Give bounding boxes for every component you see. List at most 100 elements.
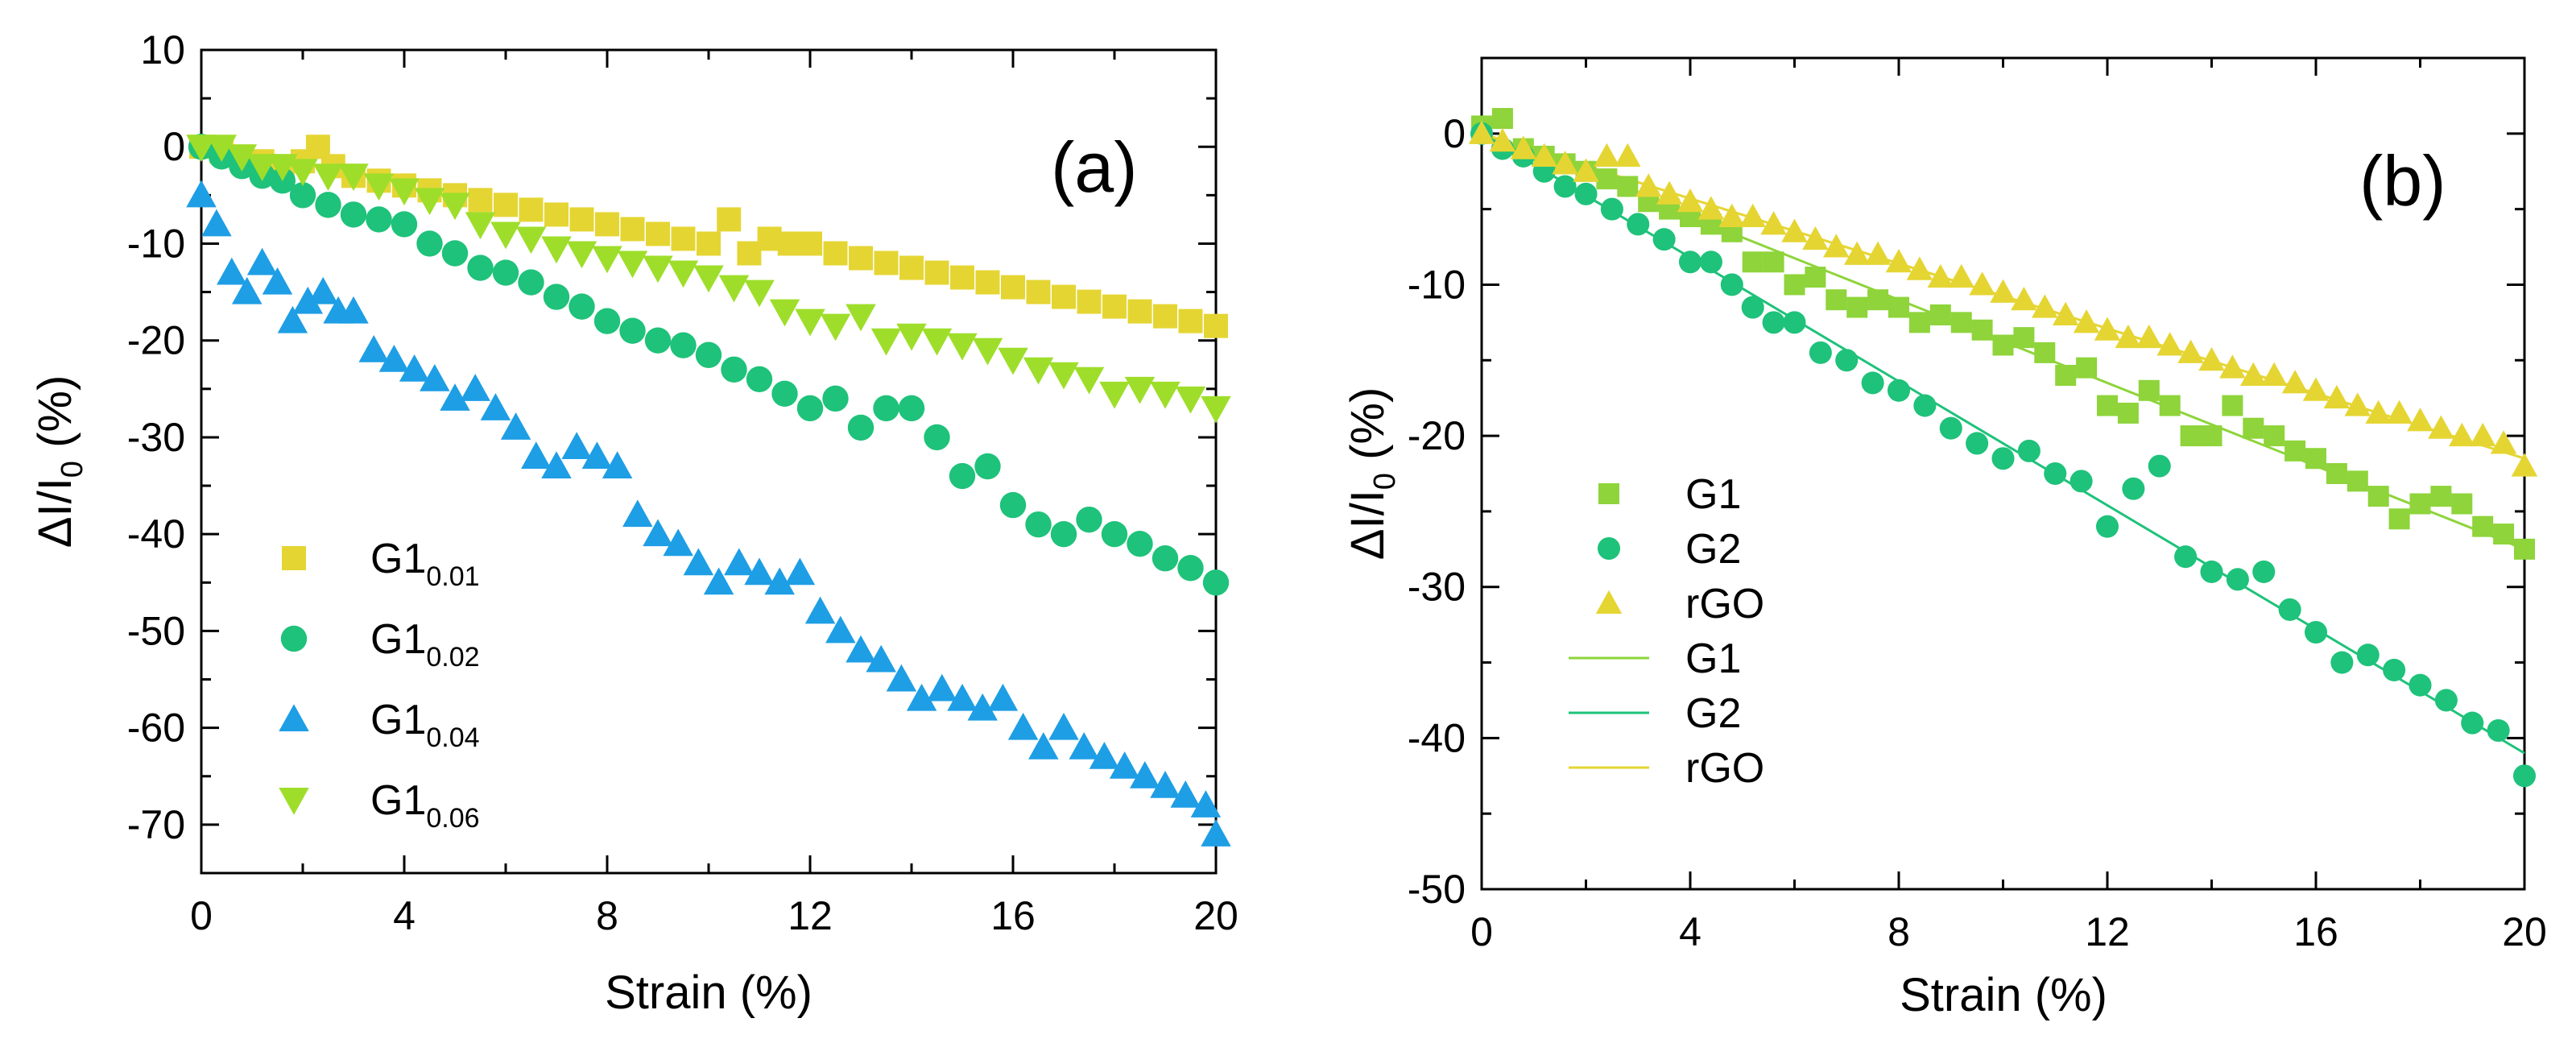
panel-b-point-g2 <box>2044 462 2067 486</box>
panel-b-point-rgo <box>1573 158 1599 182</box>
panel-a-legend-label-name: G1 <box>370 697 426 743</box>
panel-a-x-axis-title: Strain (%) <box>605 967 812 1019</box>
panel-a-point-g1-004 <box>399 354 430 382</box>
panel-a-point-g1-006 <box>226 144 258 172</box>
panel-a-y-tick-label: 0 <box>163 124 185 169</box>
panel-a-point-g1-002 <box>1177 555 1204 582</box>
panel-b-point-g2 <box>2487 718 2510 743</box>
panel-b-point-g2 <box>2148 454 2171 478</box>
panel-a-point-g1-006 <box>515 226 547 255</box>
panel-a-y-axis-title-sub: 0 <box>56 461 89 478</box>
panel-b-chart: 0 4 8 12 16 20 -50 -40 -30 -20 -10 0 (b) Strain (%)… <box>1342 56 2547 1021</box>
panel-a-point-g1-006 <box>1124 376 1156 404</box>
panel-a-point-g1-004 <box>1089 741 1120 769</box>
panel-b-point-rgo <box>1885 249 1912 273</box>
panel-a-point-g1-004 <box>1109 751 1140 779</box>
panel-a-point-g1-004 <box>703 567 734 595</box>
panel-b-point-g1 <box>2180 425 2202 447</box>
panel-b-point-g1 <box>2201 425 2222 447</box>
panel-a-point-g1-004 <box>947 683 978 711</box>
panel-b-point-g1 <box>2243 417 2264 439</box>
panel-b-point-rgo <box>2198 347 2225 371</box>
panel-b-y-tick-label: 0 <box>1443 111 1466 156</box>
panel-a-point-g1-006 <box>947 333 978 361</box>
panel-a-point-g1-002 <box>974 453 1001 480</box>
panel-a-point-g1-006 <box>744 279 775 308</box>
panel-b-point-g2 <box>2226 568 2249 591</box>
panel-a-legend-marker <box>279 788 309 815</box>
panel-a-point-g1-006 <box>718 275 750 303</box>
panel-a-series-g1-002 <box>188 134 1230 596</box>
panel-a-point-g1-004 <box>186 180 217 208</box>
panel-a-point-g1-002 <box>1076 506 1102 533</box>
panel-b-y-tick-label: -40 <box>1408 715 1466 760</box>
panel-b-legend-label-name: rGO <box>1685 581 1764 627</box>
panel-b-point-rgo <box>1781 218 1808 242</box>
panel-a-point-g1-004 <box>846 635 876 663</box>
panel-a-point-g1-006 <box>1073 366 1105 395</box>
panel-a-point-g1-002 <box>518 269 544 296</box>
panel-b-point-rgo <box>2073 309 2100 333</box>
panel-b-point-g2 <box>1887 379 1911 402</box>
panel-a-point-g1-002 <box>796 395 824 422</box>
panel-a-point-g1-006 <box>1201 395 1231 424</box>
panel-a-point-g1-006 <box>1150 381 1180 409</box>
panel-b-point-g2 <box>2304 620 2328 644</box>
panel-a-point-g1-006 <box>998 347 1028 375</box>
panel-b-point-rgo <box>1990 279 2016 303</box>
panel-b-point-rgo <box>2115 324 2142 349</box>
panel-b-point-rgo <box>2469 422 2496 447</box>
panel-b-point-g1 <box>2013 327 2035 349</box>
panel-b-series-rgo <box>1468 120 2538 477</box>
panel-a-point-g1-004 <box>292 286 324 314</box>
panel-a-point-g1-002 <box>1127 531 1153 557</box>
panel-a-point-g1-002 <box>873 395 899 422</box>
panel-a-point-g1-006 <box>592 246 622 274</box>
panel-a-point-g1-001 <box>671 226 696 251</box>
panel-a-point-g1-006 <box>465 212 496 240</box>
panel-b-point-rgo <box>1697 196 1725 220</box>
panel-b-x-tick-label: 4 <box>1679 909 1701 954</box>
panel-a-point-g1-006 <box>820 313 851 342</box>
panel-a-point-g1-004 <box>1190 790 1222 818</box>
panel-a-point-g1-001 <box>1127 299 1152 324</box>
panel-a-point-g1-001 <box>697 231 721 256</box>
panel-b-y-axis-title: ΔI/I0 (%) <box>1342 387 1402 561</box>
panel-a-point-g1-001 <box>1102 294 1127 319</box>
panel-a-point-g1-002 <box>721 356 747 383</box>
panel-b-point-g2 <box>2174 545 2198 569</box>
panel-b-point-g1 <box>1784 274 1805 296</box>
panel-b-y-tick-label: -10 <box>1408 262 1466 307</box>
panel-b-y-axis-title-main: ΔI/I <box>1342 490 1394 560</box>
panel-b-point-rgo <box>2011 286 2037 311</box>
panel-b-point-rgo <box>1760 211 1787 235</box>
panel-a-point-g1-002 <box>695 342 722 368</box>
panel-b-point-g2 <box>2383 658 2406 681</box>
panel-a-point-g1-004 <box>987 683 1019 711</box>
panel-b-point-g1 <box>2430 486 2452 507</box>
panel-a-point-g1-001 <box>569 207 594 232</box>
panel-b-legend-line-label: G1 <box>1685 635 1741 682</box>
panel-a-y-tick-label: -60 <box>127 706 185 751</box>
panel-b-point-rgo <box>1468 120 1495 144</box>
panel-a-point-g1-006 <box>186 135 217 162</box>
panel-b-point-g2 <box>1913 394 1937 417</box>
panel-b-point-rgo <box>2407 408 2433 432</box>
panel-a-legend-marker <box>280 625 308 652</box>
panel-b-point-g2 <box>1939 416 1962 440</box>
panel-a-point-g1-001 <box>1153 304 1177 329</box>
panel-a-point-g1-001 <box>519 197 544 222</box>
panel-b-point-rgo <box>2302 377 2330 401</box>
panel-a-point-g1-004 <box>480 393 511 420</box>
panel-a-point-g1-006 <box>643 255 673 284</box>
panel-a-point-g1-001 <box>757 226 782 251</box>
panel-a-y-tick-label: -20 <box>127 318 185 363</box>
panel-a-point-g1-002 <box>847 414 875 441</box>
panel-b-point-rgo <box>1656 180 1683 205</box>
panel-b-point-g2 <box>1574 182 1598 205</box>
panel-a-point-g1-004 <box>521 441 552 469</box>
panel-b-axes: 0 4 8 12 16 20 -50 -40 -30 -20 -10 0 <box>1408 58 2547 954</box>
panel-b-point-g2 <box>2330 651 2354 674</box>
panel-a-x-tick-label: 20 <box>1193 893 1238 938</box>
panel-a-point-g1-001 <box>1052 284 1076 309</box>
